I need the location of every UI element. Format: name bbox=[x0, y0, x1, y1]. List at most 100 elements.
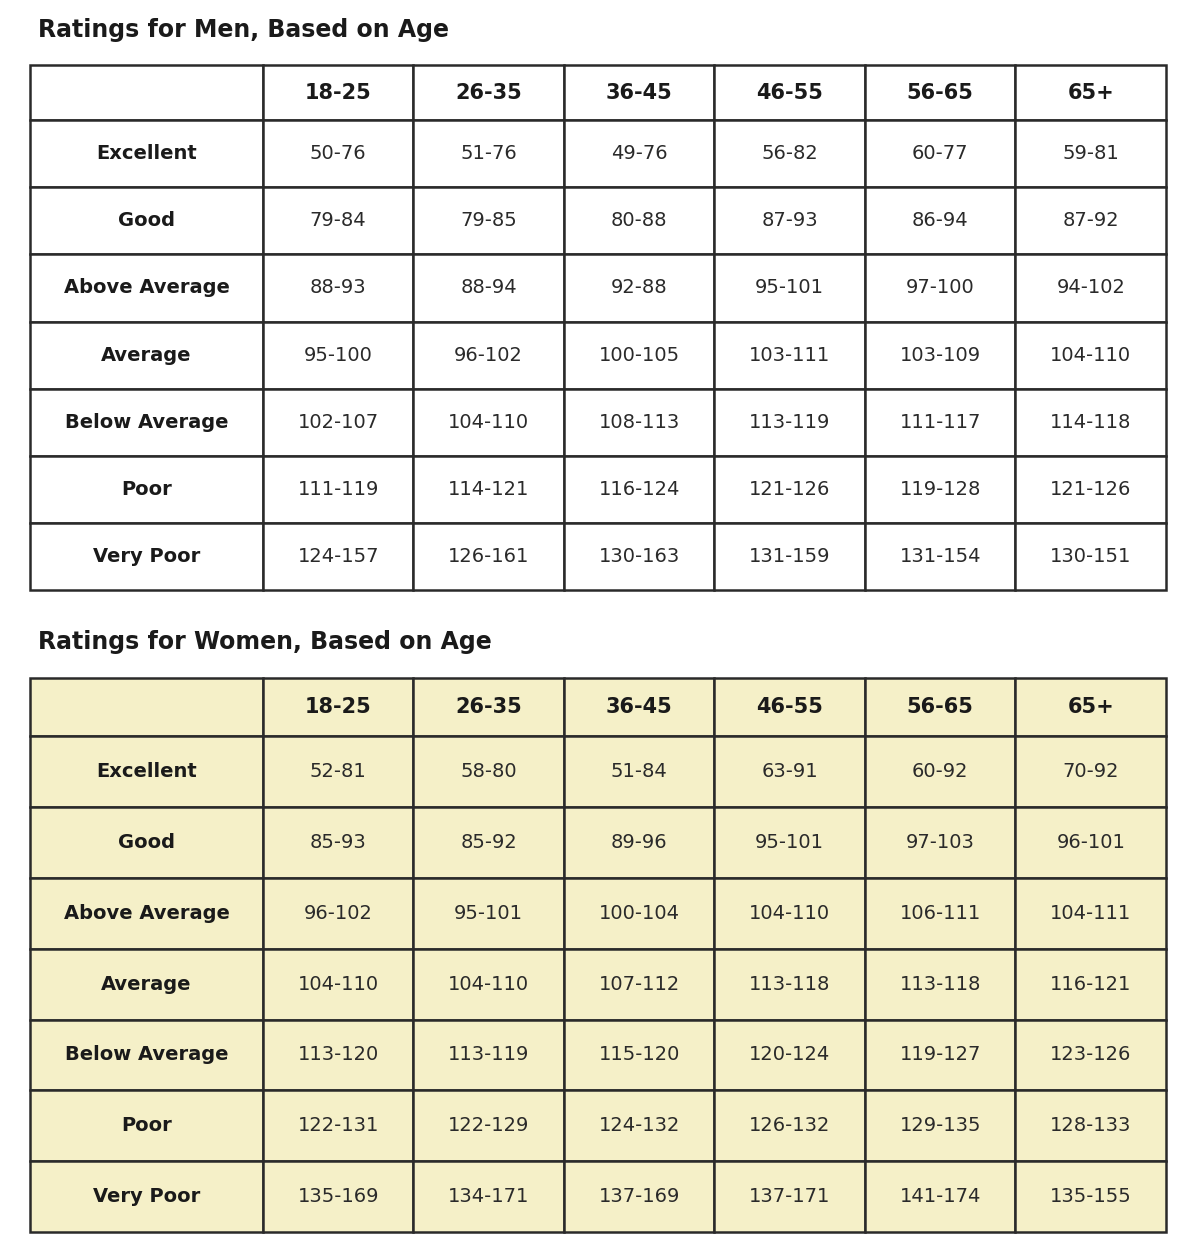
Bar bbox=[864, 878, 1015, 949]
Text: 113-119: 113-119 bbox=[448, 1045, 529, 1065]
Text: 88-94: 88-94 bbox=[461, 279, 517, 298]
Bar bbox=[263, 120, 413, 188]
Text: 131-159: 131-159 bbox=[749, 548, 831, 566]
Text: 119-127: 119-127 bbox=[899, 1045, 981, 1065]
Text: 129-135: 129-135 bbox=[899, 1116, 981, 1135]
Bar bbox=[714, 65, 864, 120]
Bar bbox=[714, 808, 864, 877]
Text: 65+: 65+ bbox=[1067, 82, 1114, 102]
Bar bbox=[30, 522, 263, 590]
Text: 95-101: 95-101 bbox=[755, 832, 824, 852]
Bar bbox=[714, 878, 864, 949]
Bar bbox=[714, 188, 864, 255]
Bar bbox=[864, 1090, 1015, 1161]
Text: 121-126: 121-126 bbox=[1050, 480, 1132, 499]
Bar bbox=[564, 321, 714, 389]
Bar bbox=[714, 1161, 864, 1232]
Bar bbox=[413, 1020, 564, 1090]
Bar bbox=[413, 1161, 564, 1232]
Text: 108-113: 108-113 bbox=[598, 412, 679, 431]
Bar bbox=[1015, 678, 1167, 736]
Text: 135-155: 135-155 bbox=[1050, 1188, 1132, 1206]
Bar bbox=[263, 188, 413, 255]
Text: 80-88: 80-88 bbox=[611, 211, 667, 230]
Text: 18-25: 18-25 bbox=[304, 82, 371, 102]
Bar bbox=[864, 321, 1015, 389]
Bar bbox=[263, 65, 413, 120]
Bar bbox=[30, 188, 263, 255]
Bar bbox=[1015, 456, 1167, 522]
Bar bbox=[864, 736, 1015, 808]
Text: 51-84: 51-84 bbox=[611, 762, 667, 781]
Bar bbox=[413, 255, 564, 321]
Text: 96-102: 96-102 bbox=[303, 904, 373, 922]
Bar bbox=[864, 389, 1015, 456]
Text: 65+: 65+ bbox=[1067, 698, 1114, 718]
Bar bbox=[1015, 1090, 1167, 1161]
Text: 96-101: 96-101 bbox=[1057, 832, 1125, 852]
Text: 130-151: 130-151 bbox=[1050, 548, 1132, 566]
Text: 104-111: 104-111 bbox=[1050, 904, 1132, 922]
Text: 36-45: 36-45 bbox=[605, 82, 672, 102]
Bar bbox=[263, 1090, 413, 1161]
Text: 107-112: 107-112 bbox=[598, 975, 679, 994]
Bar bbox=[30, 678, 263, 736]
Bar bbox=[564, 65, 714, 120]
Text: 63-91: 63-91 bbox=[762, 762, 818, 781]
Bar bbox=[263, 878, 413, 949]
Bar bbox=[30, 456, 263, 522]
Bar bbox=[564, 522, 714, 590]
Text: 95-101: 95-101 bbox=[755, 279, 824, 298]
Text: Poor: Poor bbox=[121, 1116, 172, 1135]
Bar bbox=[1015, 65, 1167, 120]
Bar bbox=[263, 1020, 413, 1090]
Text: 120-124: 120-124 bbox=[749, 1045, 830, 1065]
Bar bbox=[1015, 120, 1167, 188]
Text: 104-110: 104-110 bbox=[448, 412, 529, 431]
Bar bbox=[864, 255, 1015, 321]
Text: Excellent: Excellent bbox=[96, 762, 197, 781]
Bar bbox=[864, 522, 1015, 590]
Bar bbox=[1015, 736, 1167, 808]
Bar bbox=[30, 878, 263, 949]
Bar bbox=[714, 321, 864, 389]
Text: 85-92: 85-92 bbox=[460, 832, 517, 852]
Text: 114-121: 114-121 bbox=[448, 480, 529, 499]
Bar bbox=[30, 389, 263, 456]
Text: Average: Average bbox=[101, 975, 192, 994]
Text: 111-117: 111-117 bbox=[899, 412, 981, 431]
Bar bbox=[1015, 321, 1167, 389]
Bar bbox=[864, 456, 1015, 522]
Bar bbox=[30, 1090, 263, 1161]
Text: 124-132: 124-132 bbox=[598, 1116, 679, 1135]
Text: 18-25: 18-25 bbox=[304, 698, 371, 718]
Text: 58-80: 58-80 bbox=[461, 762, 517, 781]
Text: 113-118: 113-118 bbox=[899, 975, 981, 994]
Text: 111-119: 111-119 bbox=[297, 480, 378, 499]
Text: Ratings for Women, Based on Age: Ratings for Women, Based on Age bbox=[38, 630, 492, 654]
Text: 137-171: 137-171 bbox=[749, 1188, 830, 1206]
Bar bbox=[564, 949, 714, 1020]
Bar bbox=[714, 1020, 864, 1090]
Bar bbox=[564, 456, 714, 522]
Bar bbox=[714, 456, 864, 522]
Bar bbox=[413, 949, 564, 1020]
Text: 26-35: 26-35 bbox=[455, 698, 522, 718]
Bar bbox=[1015, 522, 1167, 590]
Text: 102-107: 102-107 bbox=[297, 412, 378, 431]
Text: Average: Average bbox=[101, 345, 192, 365]
Text: 59-81: 59-81 bbox=[1063, 144, 1119, 164]
Text: 52-81: 52-81 bbox=[309, 762, 367, 781]
Text: 113-118: 113-118 bbox=[749, 975, 830, 994]
Text: 86-94: 86-94 bbox=[912, 211, 968, 230]
Bar bbox=[1015, 878, 1167, 949]
Text: 46-55: 46-55 bbox=[756, 82, 823, 102]
Bar bbox=[714, 389, 864, 456]
Text: 100-104: 100-104 bbox=[598, 904, 679, 922]
Bar bbox=[564, 678, 714, 736]
Text: 104-110: 104-110 bbox=[448, 975, 529, 994]
Bar bbox=[714, 255, 864, 321]
Bar bbox=[263, 255, 413, 321]
Text: 126-161: 126-161 bbox=[448, 548, 529, 566]
Bar bbox=[30, 255, 263, 321]
